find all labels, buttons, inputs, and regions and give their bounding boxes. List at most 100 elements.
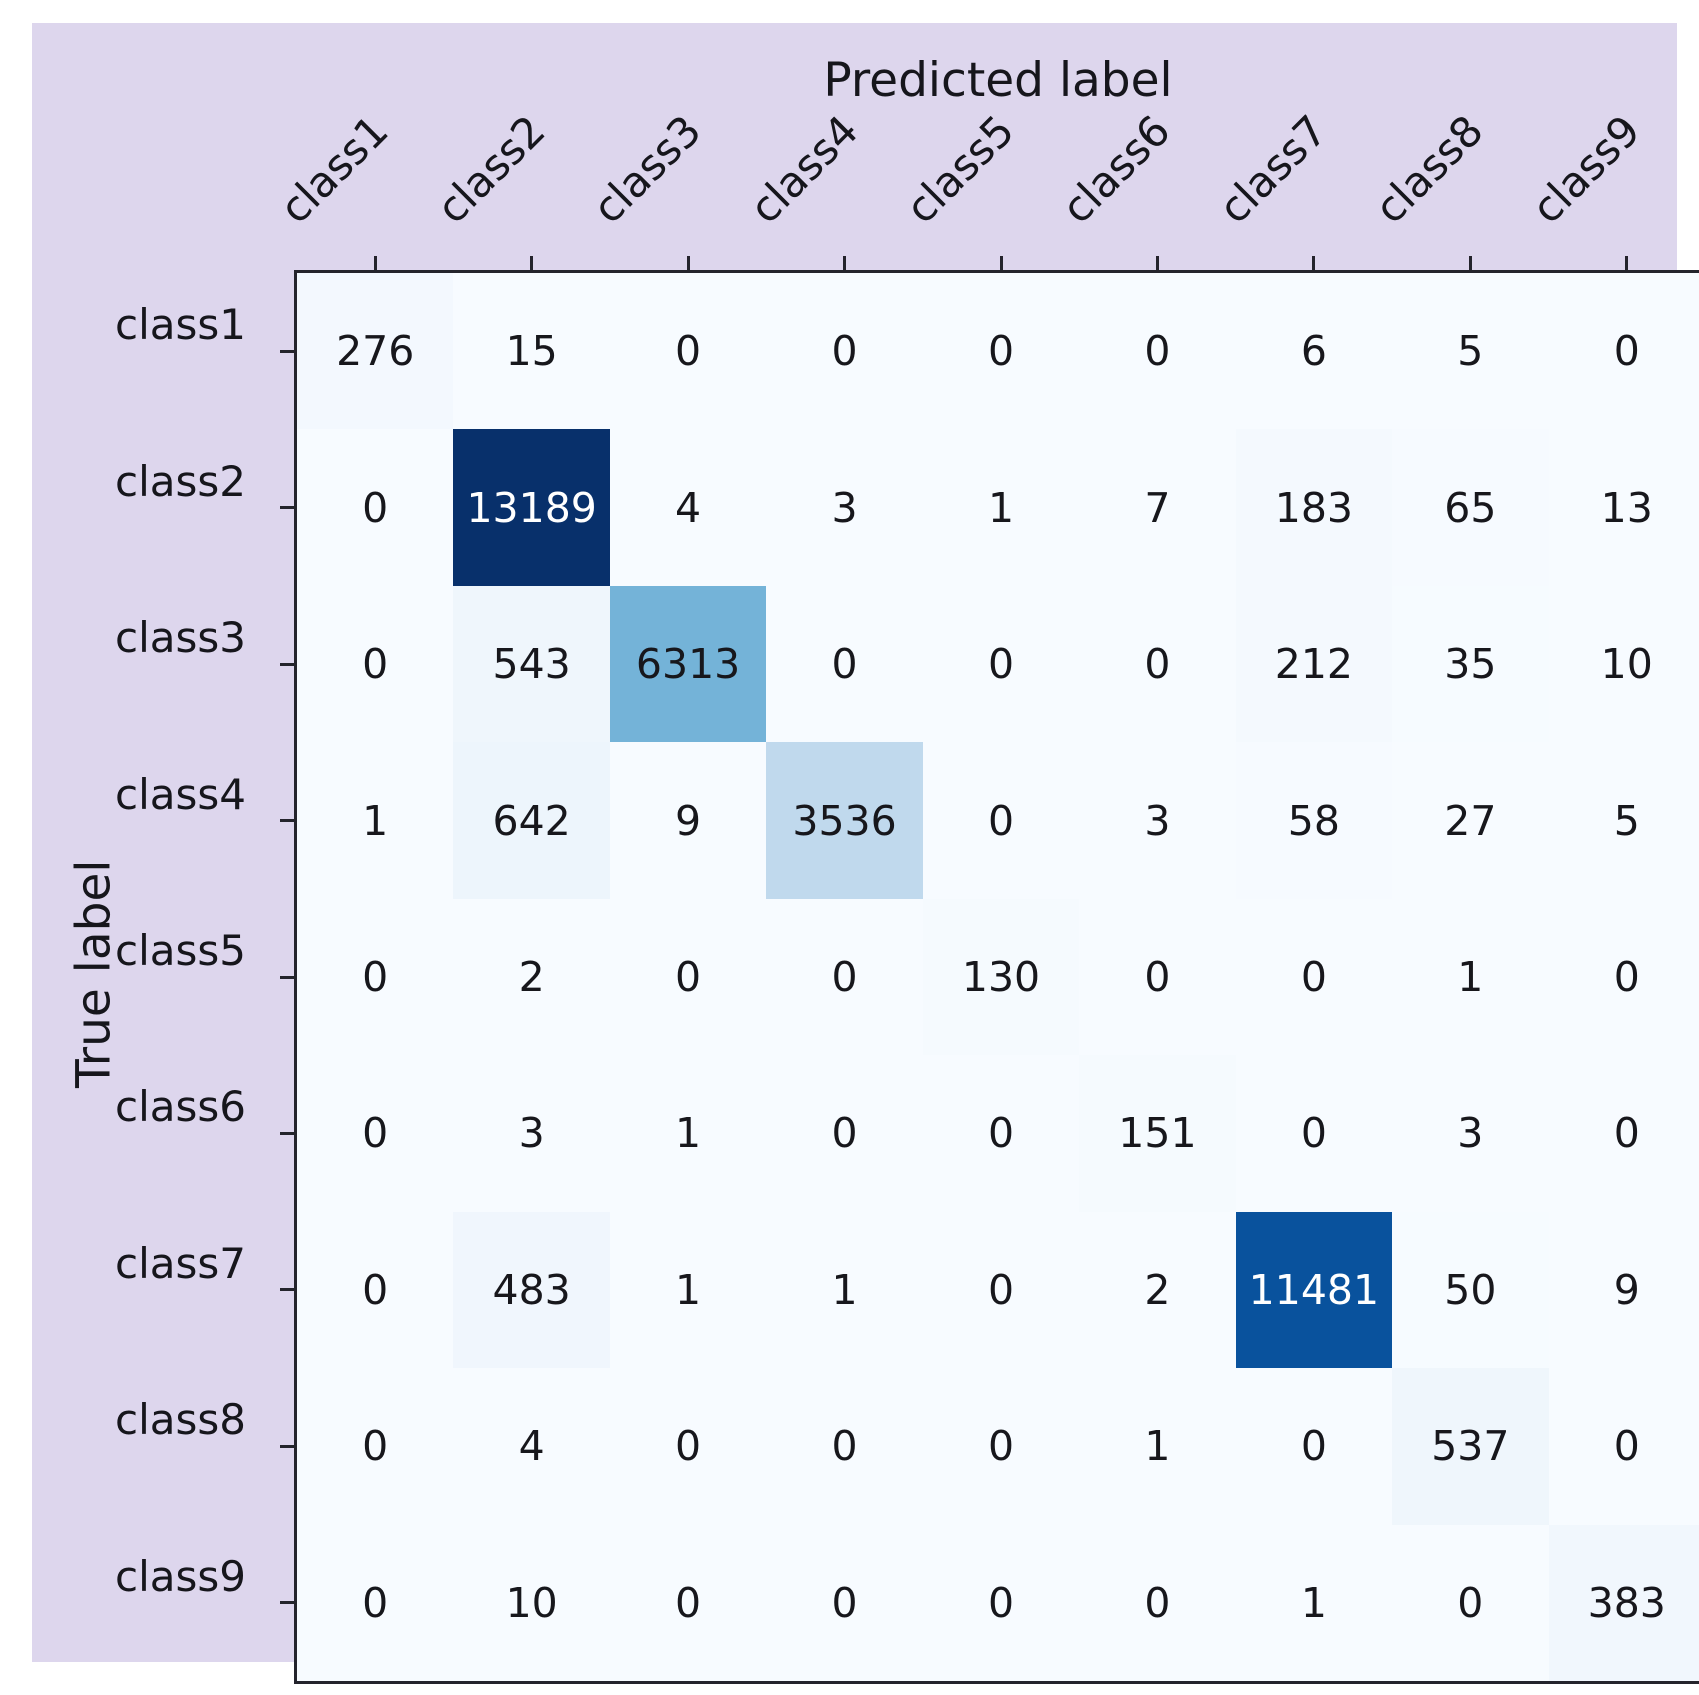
matrix-cell: 0: [922, 742, 1080, 899]
y-tick-label: class1: [115, 300, 246, 350]
y-tick-label: class7: [115, 1238, 246, 1288]
matrix-cell: 0: [1079, 1524, 1236, 1681]
matrix-cell: 0: [922, 1055, 1080, 1212]
matrix-cell: 0: [297, 1524, 454, 1681]
matrix-cell: 0: [1079, 585, 1236, 743]
matrix-cell: 0: [766, 585, 923, 743]
matrix-cell: 10: [1548, 585, 1699, 743]
matrix-cell: 0: [609, 1368, 767, 1525]
x-tick-mark: [999, 256, 1003, 270]
matrix-cell: 1: [766, 1211, 923, 1369]
matrix-cell: 0: [1235, 898, 1393, 1056]
heatmap-axes: 276 15 0 0 0 0 6 5 0 0 13189 4 3 1 7 183 65 13 0 543 6313 0 0 0…: [271, 106, 1699, 1684]
confusion-matrix-figure: Predicted label True label 276 15 0 0 0 0 6 5 0 0…: [32, 23, 1699, 1684]
y-tick-mark: [280, 1288, 294, 1292]
y-tick-label: class5: [115, 926, 246, 975]
matrix-cell: 0: [1548, 898, 1699, 1056]
matrix-cell: 0: [1392, 1524, 1549, 1681]
matrix-cell: 1: [1079, 1368, 1236, 1525]
matrix-cell: 1: [1392, 898, 1549, 1056]
matrix-cell: 58: [1235, 742, 1393, 899]
matrix-cell: 0: [1548, 1368, 1699, 1525]
matrix-cell: 0: [1548, 1055, 1699, 1212]
matrix-cell: 5: [1548, 742, 1699, 899]
matrix-cell: 15: [453, 273, 610, 430]
matrix-cell: 4: [609, 429, 767, 586]
matrix-cell: 130: [922, 898, 1080, 1056]
matrix-cell: 0: [766, 1368, 923, 1525]
x-tick-mark: [373, 256, 377, 270]
matrix-cell: 0: [609, 273, 767, 430]
matrix-cell: 276: [297, 273, 454, 430]
matrix-cell: 0: [297, 429, 454, 586]
matrix-cell: 0: [1548, 273, 1699, 430]
matrix-cell: 0: [297, 1211, 454, 1369]
matrix-cell: 3: [1392, 1055, 1549, 1212]
matrix-cell: 0: [766, 1055, 923, 1212]
matrix-cell: 183: [1235, 429, 1393, 586]
x-tick-mark: [530, 256, 534, 270]
y-tick-label: class3: [115, 613, 246, 663]
y-tick-mark: [280, 1601, 294, 1605]
matrix-cell: 0: [922, 1211, 1080, 1369]
y-tick-label: class9: [115, 1551, 246, 1601]
y-tick-mark: [280, 819, 294, 823]
y-tick-mark: [280, 662, 294, 666]
matrix-cell: 35: [1392, 585, 1549, 743]
matrix-cell: 0: [1235, 1368, 1393, 1525]
matrix-cell: 0: [1079, 273, 1236, 430]
matrix-cell: 65: [1392, 429, 1549, 586]
matrix-cell: 0: [1079, 898, 1236, 1056]
matrix-cell: 13189: [453, 429, 610, 586]
matrix-cell: 0: [766, 273, 923, 430]
y-tick-mark: [280, 349, 294, 353]
matrix-cell: 6313: [609, 585, 767, 743]
matrix-cell: 2: [453, 898, 610, 1056]
x-tick-mark: [843, 256, 847, 270]
y-tick-mark: [280, 1131, 294, 1135]
y-tick-label: class2: [115, 456, 246, 506]
matrix-cell: 13: [1548, 429, 1699, 586]
matrix-cell: 1: [922, 429, 1080, 586]
x-tick-mark: [1625, 256, 1629, 270]
matrix-cell: 10: [453, 1524, 610, 1681]
matrix-cell: 0: [766, 1524, 923, 1681]
matrix-cell: 50: [1392, 1211, 1549, 1369]
matrix-cell: 1: [1235, 1524, 1393, 1681]
x-tick-mark: [1312, 256, 1316, 270]
x-axis-title: Predicted label: [823, 53, 1173, 108]
y-tick-mark: [280, 506, 294, 510]
matrix-cell: 1: [609, 1055, 767, 1212]
heatmap-grid: 276 15 0 0 0 0 6 5 0 0 13189 4 3 1 7 183 65 13 0 543 6313 0 0 0…: [297, 273, 1699, 1681]
matrix-cell: 3: [1079, 742, 1236, 899]
matrix-cell: 0: [922, 1524, 1080, 1681]
y-tick-label: class6: [115, 1082, 246, 1132]
matrix-cell: 0: [766, 898, 923, 1056]
matrix-cell: 0: [297, 585, 454, 743]
matrix-cell: 1: [609, 1211, 767, 1369]
matrix-cell: 3: [453, 1055, 610, 1212]
matrix-cell: 6: [1235, 273, 1393, 430]
matrix-cell: 0: [1235, 1055, 1393, 1212]
matrix-cell: 3: [766, 429, 923, 586]
matrix-cell: 0: [922, 1368, 1080, 1525]
matrix-cell: 4: [453, 1368, 610, 1525]
matrix-cell: 0: [297, 898, 454, 1056]
y-tick-label: class4: [115, 769, 246, 819]
matrix-cell: 383: [1548, 1524, 1699, 1681]
matrix-cell: 151: [1079, 1055, 1236, 1212]
matrix-cell: 0: [297, 1055, 454, 1212]
matrix-cell: 483: [453, 1211, 610, 1369]
matrix-cell: 537: [1392, 1368, 1549, 1525]
matrix-cell: 5: [1392, 273, 1549, 430]
x-tick-mark: [1468, 256, 1472, 270]
y-tick-label: class8: [115, 1395, 246, 1445]
matrix-cell: 0: [922, 273, 1080, 430]
y-tick-mark: [280, 975, 294, 979]
matrix-cell: 1: [297, 742, 454, 899]
matrix-cell: 9: [1548, 1211, 1699, 1369]
y-tick-mark: [280, 1444, 294, 1448]
matrix-cell: 0: [922, 585, 1080, 743]
matrix-cell: 0: [297, 1368, 454, 1525]
